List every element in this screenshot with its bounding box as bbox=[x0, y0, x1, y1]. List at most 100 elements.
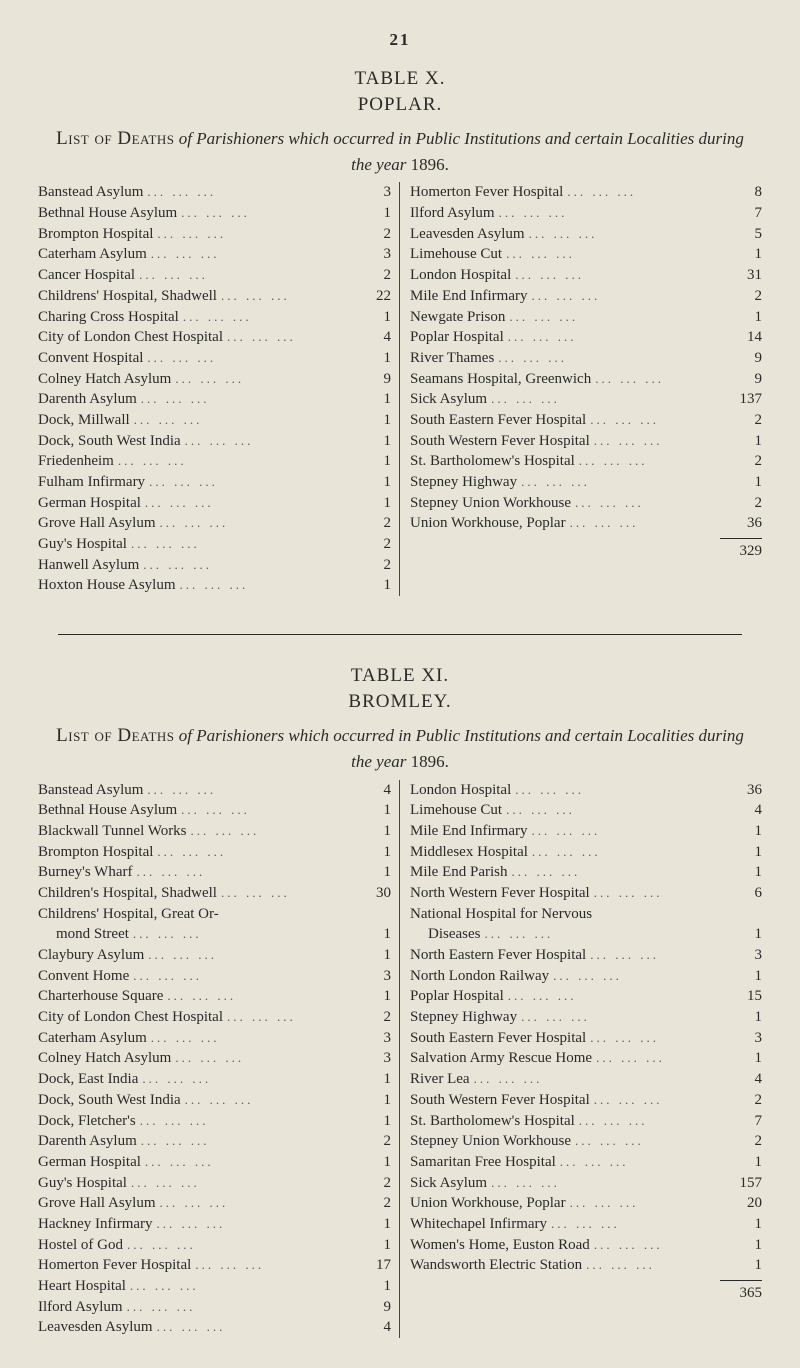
row-dots: ... ... ... bbox=[590, 1236, 734, 1254]
row-dots: ... ... ... bbox=[130, 411, 363, 429]
list-row: Burney's Wharf... ... ...1 bbox=[38, 862, 391, 883]
row-dots: ... ... ... bbox=[171, 1049, 363, 1067]
row-dots: ... ... ... bbox=[143, 781, 363, 799]
row-value: 4 bbox=[363, 327, 391, 348]
row-dots: ... ... ... bbox=[505, 308, 734, 326]
row-dots: ... ... ... bbox=[571, 494, 734, 512]
row-value: 1 bbox=[363, 472, 391, 493]
row-name: Charterhouse Square bbox=[38, 986, 163, 1007]
row-dots: ... ... ... bbox=[502, 801, 734, 819]
row-value: 2 bbox=[363, 265, 391, 286]
row-dots: ... ... ... bbox=[143, 349, 363, 367]
row-value: 1 bbox=[363, 1069, 391, 1090]
row-value: 1 bbox=[363, 348, 391, 369]
list-row: North London Railway... ... ...1 bbox=[410, 966, 762, 987]
table-xi-town: BROMLEY. bbox=[38, 691, 762, 713]
row-dots: ... ... ... bbox=[566, 1194, 734, 1212]
list-row: Brompton Hospital... ... ...1 bbox=[38, 842, 391, 863]
row-name: Homerton Fever Hospital bbox=[38, 1255, 191, 1276]
row-value: 157 bbox=[734, 1173, 762, 1194]
row-dots: ... ... ... bbox=[563, 183, 734, 201]
row-dots: ... ... ... bbox=[171, 370, 363, 388]
list-row: Charing Cross Hospital... ... ...1 bbox=[38, 307, 391, 328]
row-dots: ... ... ... bbox=[547, 1215, 734, 1233]
row-name: National Hospital for Nervous bbox=[410, 904, 592, 925]
row-dots: ... ... ... bbox=[141, 1153, 363, 1171]
row-value: 4 bbox=[363, 1317, 391, 1338]
row-name: Stepney Union Workhouse bbox=[410, 493, 571, 514]
row-dots: ... ... ... bbox=[487, 390, 734, 408]
list-row: Banstead Asylum... ... ...4 bbox=[38, 780, 391, 801]
row-value: 1 bbox=[363, 575, 391, 596]
row-value: 7 bbox=[734, 1111, 762, 1132]
list-row: Grove Hall Asylum... ... ...2 bbox=[38, 513, 391, 534]
row-name: Convent Hospital bbox=[38, 348, 143, 369]
row-name: Dock, South West India bbox=[38, 431, 181, 452]
row-dots: ... ... ... bbox=[181, 1091, 363, 1109]
row-name: River Thames bbox=[410, 348, 494, 369]
row-value: 1 bbox=[734, 966, 762, 987]
row-value: 1 bbox=[734, 1048, 762, 1069]
row-dots: ... ... ... bbox=[590, 884, 734, 902]
row-name: Union Workhouse, Poplar bbox=[410, 513, 566, 534]
table-x-body: Banstead Asylum... ... ...3Bethnal House… bbox=[38, 182, 762, 596]
row-dots: ... ... ... bbox=[511, 266, 734, 284]
row-name: St. Bartholomew's Hospital bbox=[410, 1111, 575, 1132]
row-dots: ... ... ... bbox=[179, 308, 363, 326]
row-value: 2 bbox=[734, 410, 762, 431]
list-row: Leavesden Asylum... ... ...4 bbox=[38, 1317, 391, 1338]
row-value: 1 bbox=[734, 862, 762, 883]
row-name: Seamans Hospital, Greenwich bbox=[410, 369, 591, 390]
row-value: 3 bbox=[363, 244, 391, 265]
table-xi-total: 365 bbox=[410, 1283, 762, 1304]
row-value: 2 bbox=[363, 224, 391, 245]
row-value: 2 bbox=[363, 534, 391, 555]
list-row: Charterhouse Square... ... ...1 bbox=[38, 986, 391, 1007]
row-name: Guy's Hospital bbox=[38, 1173, 127, 1194]
row-name: St. Bartholomew's Hospital bbox=[410, 451, 575, 472]
total-rule bbox=[720, 1280, 762, 1281]
row-dots: ... ... ... bbox=[136, 1112, 363, 1130]
table-x-total: 329 bbox=[410, 541, 762, 562]
row-dots: ... ... ... bbox=[191, 1256, 363, 1274]
row-dots: ... ... ... bbox=[586, 1029, 734, 1047]
row-name: Newgate Prison bbox=[410, 307, 505, 328]
list-row: mond Street... ... ...1 bbox=[38, 924, 391, 945]
list-row: Darenth Asylum... ... ...2 bbox=[38, 1131, 391, 1152]
row-name: Children's Hospital, Shadwell bbox=[38, 883, 217, 904]
row-name: German Hospital bbox=[38, 1152, 141, 1173]
row-dots: ... ... ... bbox=[575, 452, 734, 470]
row-dots: ... ... ... bbox=[126, 1277, 363, 1295]
list-row: Hackney Infirmary... ... ...1 bbox=[38, 1214, 391, 1235]
row-value: 4 bbox=[363, 780, 391, 801]
row-name: Stepney Highway bbox=[410, 1007, 517, 1028]
row-dots: ... ... ... bbox=[138, 1070, 363, 1088]
row-dots: ... ... ... bbox=[129, 925, 363, 943]
list-row: Middlesex Hospital... ... ...1 bbox=[410, 842, 762, 863]
list-row: Children's Hospital, Shadwell... ... ...… bbox=[38, 883, 391, 904]
list-row: Caterham Asylum... ... ...3 bbox=[38, 1028, 391, 1049]
list-row: Mile End Infirmary... ... ...2 bbox=[410, 286, 762, 307]
row-dots: ... ... ... bbox=[549, 967, 734, 985]
list-row: Mile End Infirmary... ... ...1 bbox=[410, 821, 762, 842]
list-row: Dock, South West India... ... ...1 bbox=[38, 431, 391, 452]
row-dots: ... ... ... bbox=[504, 328, 734, 346]
row-dots: ... ... ... bbox=[495, 204, 734, 222]
row-dots: ... ... ... bbox=[153, 1318, 363, 1336]
table-xi-label: TABLE XI. bbox=[38, 665, 762, 687]
row-name: Darenth Asylum bbox=[38, 1131, 137, 1152]
row-name: London Hospital bbox=[410, 265, 511, 286]
row-dots: ... ... ... bbox=[156, 1194, 364, 1212]
row-name: Dock, Fletcher's bbox=[38, 1111, 136, 1132]
list-row: Dock, South West India... ... ...1 bbox=[38, 1090, 391, 1111]
row-value: 1 bbox=[363, 1235, 391, 1256]
heading-lead: List of Deaths bbox=[56, 725, 174, 746]
list-row: Stepney Highway... ... ...1 bbox=[410, 1007, 762, 1028]
row-value: 2 bbox=[734, 451, 762, 472]
row-value: 1 bbox=[363, 493, 391, 514]
row-name: Middlesex Hospital bbox=[410, 842, 528, 863]
total-value: 329 bbox=[720, 541, 762, 562]
row-name: Blackwall Tunnel Works bbox=[38, 821, 187, 842]
row-name: Homerton Fever Hospital bbox=[410, 182, 563, 203]
row-dots: ... ... ... bbox=[137, 390, 363, 408]
